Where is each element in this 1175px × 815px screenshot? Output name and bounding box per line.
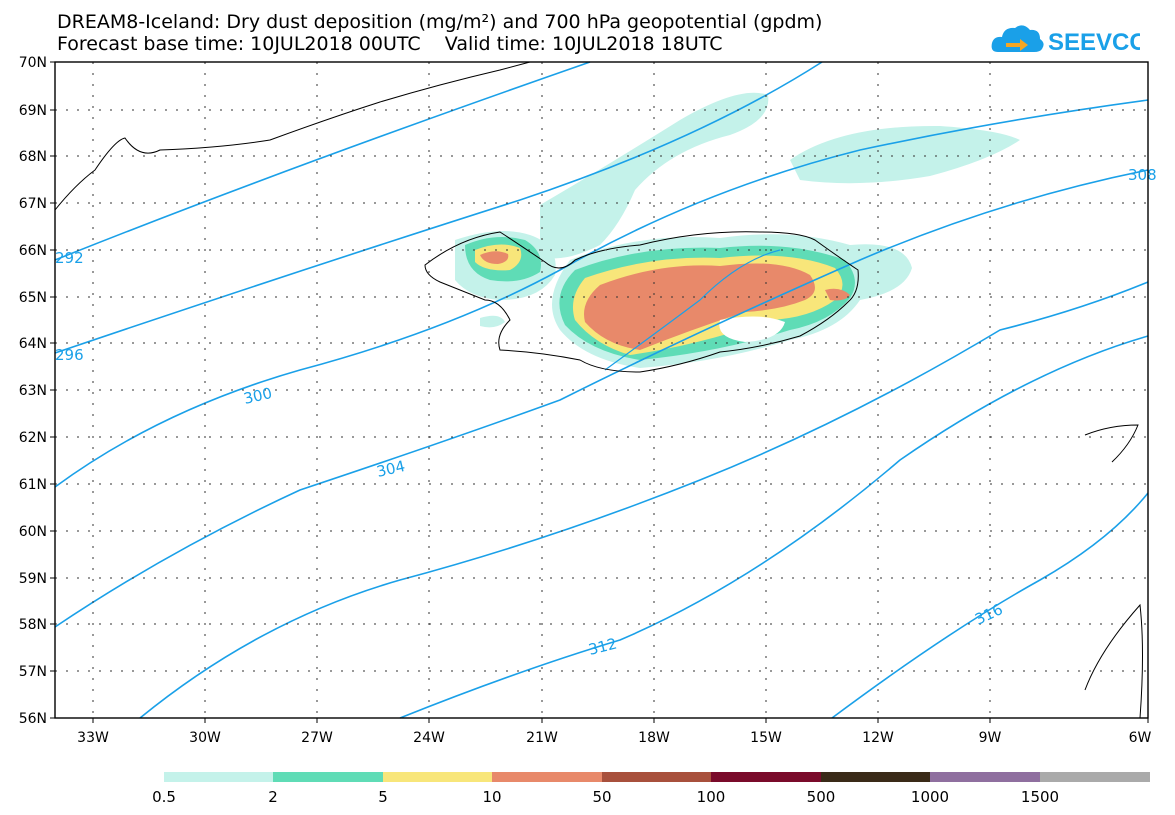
legend-swatch xyxy=(930,772,1040,782)
legend-label: 1500 xyxy=(1021,788,1059,806)
legend-swatch xyxy=(821,772,930,782)
logo-text: SEEVCCC xyxy=(1048,29,1140,56)
legend-label: 5 xyxy=(378,788,388,806)
cloud-icon xyxy=(991,25,1044,52)
arrow-icon xyxy=(1006,39,1028,51)
x-tick-label: 21W xyxy=(526,730,558,746)
y-tick-label: 69N xyxy=(19,103,47,119)
y-tick-label: 59N xyxy=(19,571,47,587)
contour-label: 300 xyxy=(242,384,274,408)
seevccc-logo: SEEVCCC xyxy=(991,25,1140,56)
x-tick-label: 15W xyxy=(750,730,782,746)
contour-label: 292 xyxy=(55,249,84,267)
legend-label: 500 xyxy=(807,788,836,806)
y-tick-label: 70N xyxy=(19,55,47,71)
legend-label: 50 xyxy=(592,788,611,806)
legend-swatch xyxy=(1040,772,1150,782)
contour-label: 296 xyxy=(55,346,84,364)
x-tick-label: 6W xyxy=(1129,730,1152,746)
y-tick-label: 62N xyxy=(19,430,47,446)
x-tick-label: 18W xyxy=(638,730,670,746)
legend-swatch xyxy=(711,772,821,782)
legend-swatch xyxy=(383,772,492,782)
legend-label: 10 xyxy=(482,788,501,806)
dust-deposition-field xyxy=(455,92,1020,368)
x-tick-label: 27W xyxy=(301,730,333,746)
legend-label: 0.5 xyxy=(152,788,176,806)
x-tick-label: 30W xyxy=(189,730,221,746)
legend-label: 1000 xyxy=(911,788,949,806)
legend-label: 2 xyxy=(268,788,278,806)
y-tick-label: 64N xyxy=(19,336,47,352)
y-tick-label: 56N xyxy=(19,711,47,727)
legend-swatch xyxy=(273,772,383,782)
contour-label: 304 xyxy=(375,457,407,481)
y-tick-label: 60N xyxy=(19,524,47,540)
legend-swatch xyxy=(602,772,711,782)
contour-label: 308 xyxy=(1128,166,1157,184)
y-tick-label: 61N xyxy=(19,477,47,493)
y-tick-label: 58N xyxy=(19,617,47,633)
legend-swatch xyxy=(164,772,273,782)
y-tick-label: 66N xyxy=(19,243,47,259)
x-tick-label: 33W xyxy=(77,730,109,746)
y-tick-label: 68N xyxy=(19,149,47,165)
coastlines xyxy=(54,61,1143,719)
y-tick-label: 67N xyxy=(19,196,47,212)
x-tick-label: 24W xyxy=(413,730,445,746)
legend-label: 100 xyxy=(697,788,726,806)
chart-subtitle: Forecast base time: 10JUL2018 00UTC Vali… xyxy=(57,33,723,55)
y-tick-label: 57N xyxy=(19,664,47,680)
x-tick-label: 12W xyxy=(862,730,894,746)
y-tick-label: 63N xyxy=(19,383,47,399)
chart-title: DREAM8-Iceland: Dry dust deposition (mg/… xyxy=(57,11,823,33)
y-tick-label: 65N xyxy=(19,290,47,306)
legend-swatch xyxy=(492,772,602,782)
x-tick-label: 9W xyxy=(979,730,1002,746)
